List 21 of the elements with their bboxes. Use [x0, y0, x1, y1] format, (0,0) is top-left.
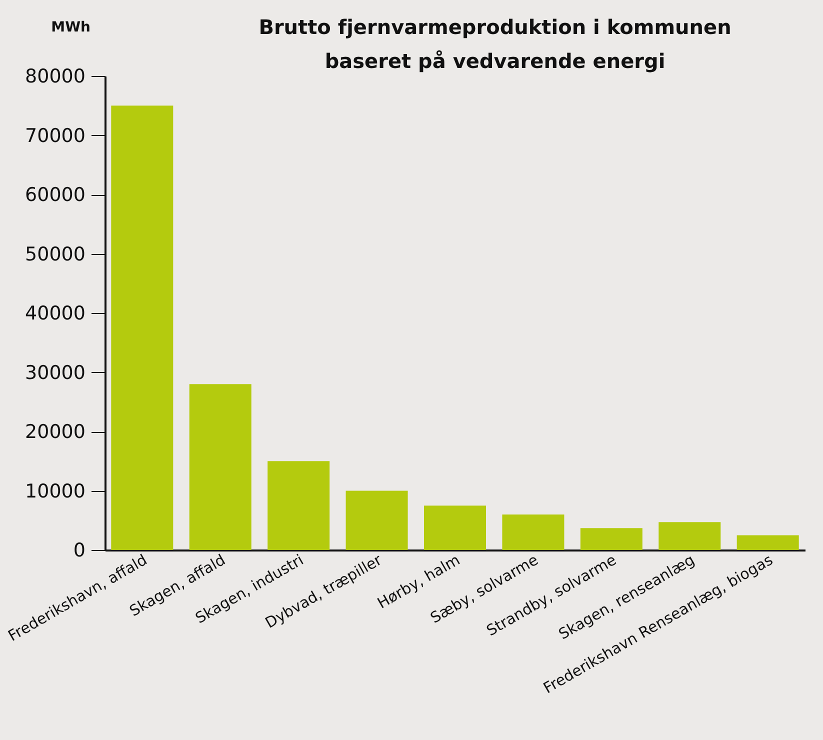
bar: [268, 461, 330, 550]
y-tick-label: 30000: [25, 362, 86, 384]
bar: [736, 535, 799, 550]
y-tick-label: 60000: [25, 184, 86, 206]
y-tick-label: 80000: [25, 66, 86, 88]
y-tick-label: 20000: [25, 421, 86, 443]
bar: [189, 384, 252, 550]
text: baseret på vedvarende energi: [324, 49, 666, 73]
bar: [346, 490, 408, 550]
text: Brutto fjernvarmeproduktion i kommunen: [258, 15, 732, 39]
y-tick-label: 40000: [25, 302, 86, 324]
y-tick-label: 0: [73, 540, 86, 562]
bar: [580, 528, 642, 550]
bar: [424, 506, 486, 550]
y-axis-title: MWh: [51, 20, 90, 36]
y-tick-label: 70000: [25, 124, 86, 147]
y-tick-label: 10000: [25, 480, 86, 502]
bar: [502, 514, 564, 550]
y-tick-label: 50000: [25, 243, 86, 266]
bar: [111, 106, 174, 550]
bar: [658, 522, 721, 550]
